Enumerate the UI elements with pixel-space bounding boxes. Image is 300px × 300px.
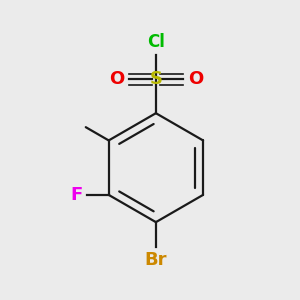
Text: F: F (70, 186, 83, 204)
Text: S: S (149, 70, 162, 88)
Text: O: O (188, 70, 203, 88)
Text: Br: Br (145, 251, 167, 269)
Text: O: O (109, 70, 124, 88)
Text: Cl: Cl (147, 33, 165, 51)
